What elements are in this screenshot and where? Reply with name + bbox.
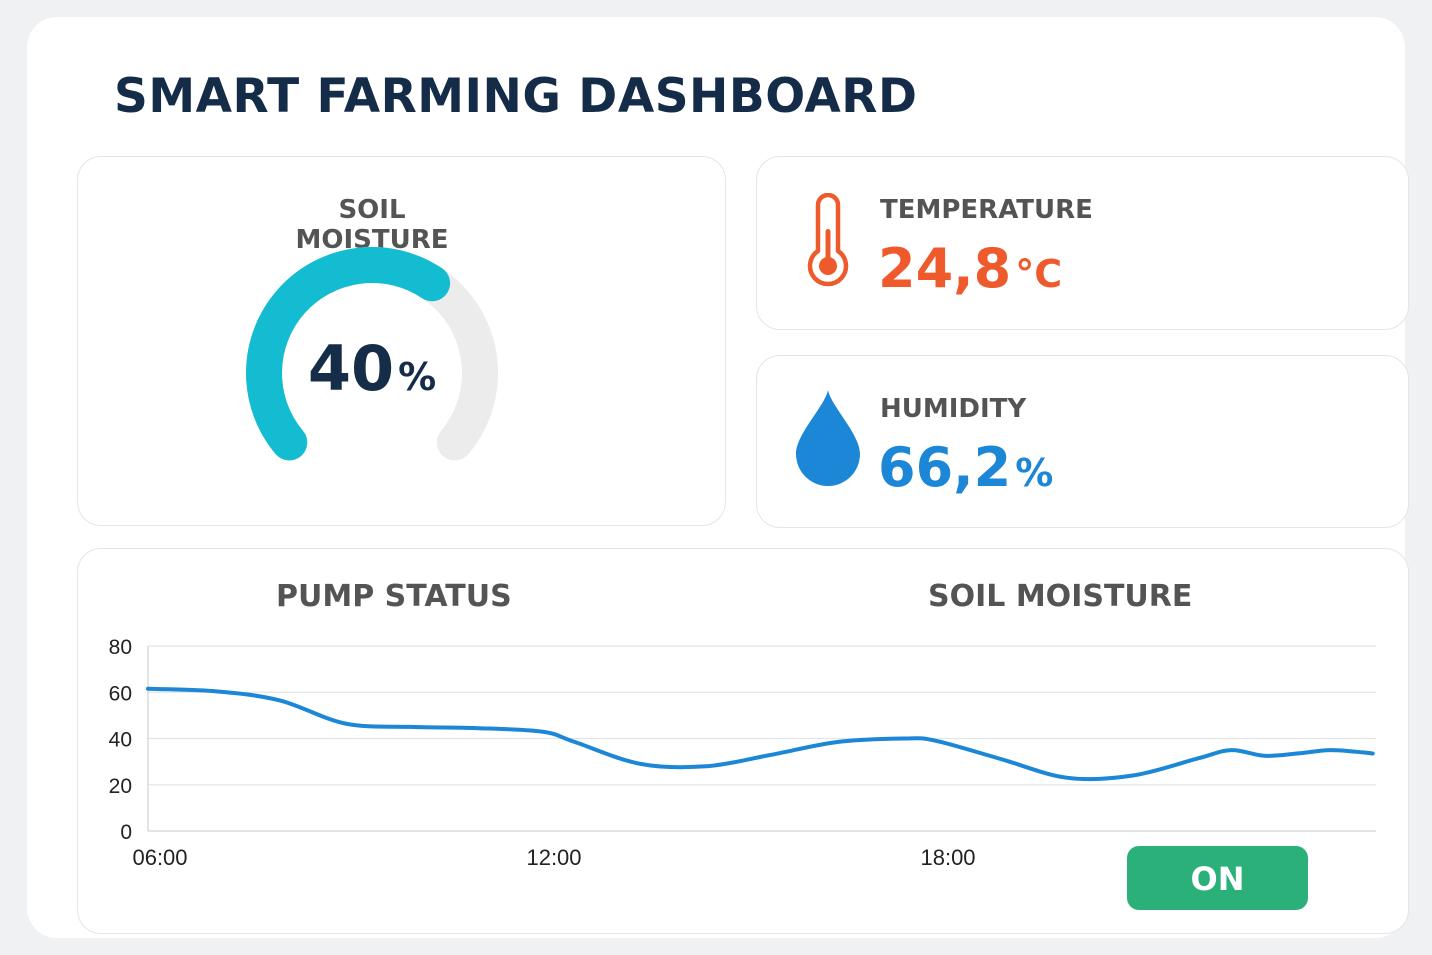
soil-moisture-number: 40 (307, 332, 395, 405)
soil-moisture-chart: 0 20 40 60 80 06:00 12:00 18:00 (109, 636, 1376, 870)
soil-moisture-unit: % (398, 355, 437, 399)
temperature-value: 24,8 °C (878, 237, 1062, 300)
x-tick-label-18:00: 18:00 (920, 845, 975, 870)
y-tick-label-80: 80 (109, 636, 132, 659)
pump-on-button[interactable]: ON (1127, 846, 1308, 910)
water-drop-icon (796, 390, 860, 486)
soil-moisture-gauge (246, 247, 498, 461)
soil-moisture-card: SOIL MOISTURE 40% (77, 156, 726, 526)
y-tick-label-0: 0 (120, 821, 132, 844)
temperature-number: 24,8 (878, 237, 1012, 300)
chart-title: SOIL MOISTURE (928, 579, 1193, 614)
humidity-number: 66,2 (878, 436, 1012, 499)
gauge-fill (246, 247, 451, 461)
series-line-0 (146, 686, 1375, 782)
pump-status-label: PUMP STATUS (276, 579, 512, 614)
soil-moisture-label: SOIL MOISTURE (295, 195, 449, 255)
x-tick-label-06:00: 06:00 (132, 845, 187, 870)
dashboard-panel: SMART FARMING DASHBOARD SOIL MOISTURE 40… (27, 17, 1409, 938)
thermometer-icon (807, 193, 849, 287)
pump-chart-card: PUMP STATUS SOIL MOISTURE 0 20 40 60 80 06:00… (77, 548, 1409, 934)
temperature-card: TEMPERATURE 24,8 °C (756, 156, 1409, 330)
y-tick-label-40: 40 (109, 729, 132, 752)
y-tick-label-20: 20 (109, 775, 132, 798)
soil-moisture-value: 40% (246, 332, 498, 405)
humidity-value: 66,2% (878, 436, 1053, 499)
y-tick-label-60: 60 (109, 682, 132, 705)
x-tick-label-12:00: 12:00 (526, 845, 581, 870)
humidity-label: HUMIDITY (880, 394, 1027, 424)
temperature-unit: °C (1015, 252, 1063, 296)
temperature-label: TEMPERATURE (880, 195, 1093, 225)
page-title: SMART FARMING DASHBOARD (114, 69, 918, 124)
humidity-card: HUMIDITY 66,2% (756, 355, 1409, 528)
humidity-unit: % (1015, 451, 1054, 495)
